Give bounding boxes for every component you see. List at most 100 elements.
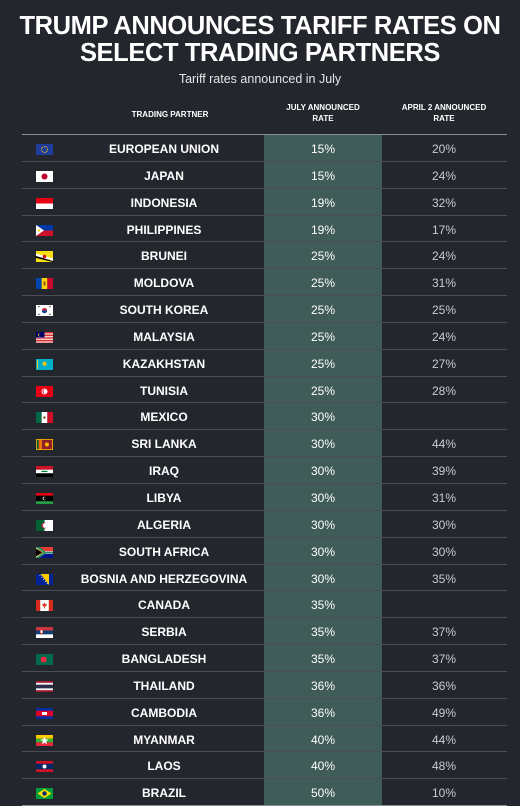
partner-name: SERBIA: [141, 625, 187, 640]
april-rate: 25%: [431, 303, 457, 318]
july-rate: 25%: [310, 249, 336, 264]
flag-th-icon: [36, 680, 53, 692]
july-rate: 40%: [310, 759, 336, 774]
table-row: MEXICO 30%: [22, 403, 507, 431]
partner-name: MOLDOVA: [133, 276, 195, 291]
partner-name: SOUTH KOREA: [119, 303, 209, 318]
partner-name: BRAZIL: [142, 786, 186, 801]
partner-name: SRI LANKA: [131, 437, 197, 452]
table-row: BANGLADESH 35% 37%: [22, 645, 507, 672]
partner-name: CANADA: [138, 598, 190, 613]
table-row: CAMBODIA 36% 49%: [22, 699, 507, 726]
table-row: LAOS 40% 48%: [22, 752, 507, 780]
july-rate: 36%: [310, 678, 336, 693]
header-april-line-2: RATE: [433, 114, 455, 123]
partner-name: EUROPEAN UNION: [108, 142, 219, 156]
flag-md-icon: [36, 278, 53, 290]
flag-kh-icon: [36, 707, 53, 719]
july-rate: 35%: [310, 652, 336, 667]
tariff-table: TRADING PARTNER JULY ANNOUNCED RATE APRI…: [22, 99, 507, 806]
header-july-line-1: JULY ANNOUNCED: [286, 103, 360, 112]
july-rate: 35%: [310, 598, 336, 613]
flag-my-icon: [36, 331, 53, 343]
flag-kz-icon: [36, 358, 53, 370]
partner-name: MEXICO: [140, 410, 188, 425]
table-row: LIBYA 30% 31%: [22, 484, 507, 511]
partner-name: TUNISIA: [140, 383, 188, 398]
flag-iq-icon: [36, 466, 53, 478]
april-rate: 48%: [431, 759, 457, 774]
table-row: SERBIA 35% 37%: [22, 618, 507, 646]
partner-name: CAMBODIA: [131, 705, 197, 720]
april-rate: 27%: [431, 356, 457, 371]
title-line-1: TRUMP ANNOUNCES TARIFF RATES ON: [19, 12, 501, 40]
partner-name: MALAYSIA: [133, 329, 195, 344]
table-row: CANADA 35%: [22, 591, 507, 619]
april-rate: 37%: [431, 652, 457, 667]
july-rate: 30%: [310, 571, 336, 586]
april-rate: 44%: [431, 732, 457, 747]
july-rate: 35%: [310, 625, 336, 640]
april-rate: 10%: [431, 786, 457, 801]
partner-name: BOSNIA AND HERZEGOVINA: [80, 571, 248, 586]
april-rate: 37%: [431, 625, 457, 640]
partner-name: PHILIPPINES: [126, 222, 202, 237]
table-row: EUROPEAN UNION 15% 20%: [22, 135, 507, 162]
july-rate: 30%: [310, 517, 336, 532]
flag-ca-icon: [36, 600, 53, 612]
flag-eu-icon: [36, 144, 53, 155]
partner-name: INDONESIA: [130, 195, 198, 210]
july-rate: 30%: [310, 490, 336, 505]
partner-name: BANGLADESH: [121, 652, 207, 667]
table-row: MYANMAR 40% 44%: [22, 726, 507, 753]
table-row: IRAQ 30% 39%: [22, 457, 507, 484]
table-header: TRADING PARTNER JULY ANNOUNCED RATE APRI…: [22, 99, 507, 134]
table-row: ALGERIA 30% 30%: [22, 511, 507, 538]
july-rate: 50%: [310, 786, 336, 801]
april-rate: 36%: [431, 678, 457, 693]
april-rate: 24%: [431, 249, 457, 264]
flag-dz-icon: [36, 519, 53, 531]
flag-ba-icon: [36, 573, 53, 585]
table-row: SOUTH KOREA 25% 25%: [22, 296, 507, 323]
table-row: BRUNEI 25% 24%: [22, 242, 507, 270]
table-row: BOSNIA AND HERZEGOVINA 30% 35%: [22, 565, 507, 592]
partner-name: IRAQ: [149, 464, 179, 479]
partner-name: ALGERIA: [137, 517, 191, 532]
july-rate: 30%: [310, 437, 336, 452]
april-rate: 35%: [431, 571, 457, 586]
partner-name: SOUTH AFRICA: [118, 544, 210, 559]
july-rate: 25%: [310, 383, 336, 398]
july-rate: 25%: [310, 356, 336, 371]
table-row: PHILIPPINES 19% 17%: [22, 216, 507, 243]
april-rate: 17%: [431, 222, 457, 237]
partner-name: THAILAND: [133, 678, 195, 693]
header-trading-partner: TRADING PARTNER: [131, 110, 209, 119]
partner-name: LAOS: [147, 759, 181, 774]
flag-ly-icon: [36, 492, 53, 504]
april-rate: 24%: [431, 329, 457, 344]
flag-lk-icon: [36, 439, 53, 451]
partner-name: KAZAKHSTAN: [122, 356, 206, 371]
table-row: SOUTH AFRICA 30% 30%: [22, 538, 507, 565]
flag-ph-icon: [36, 224, 53, 236]
flag-za-icon: [36, 546, 53, 558]
flag-bn-icon: [36, 251, 53, 263]
partner-name: MYANMAR: [133, 732, 195, 747]
chart-subtitle: Tariff rates announced in July: [178, 72, 342, 86]
april-rate: 30%: [431, 517, 457, 532]
flag-id-icon: [36, 197, 53, 209]
flag-mx-icon: [36, 412, 53, 424]
flag-rs-icon: [36, 627, 53, 639]
july-rate: 30%: [310, 544, 336, 559]
april-rate: 39%: [431, 464, 457, 479]
flag-br-icon: [36, 788, 53, 800]
table-row: BRAZIL 50% 10%: [22, 779, 507, 806]
table-row: INDONESIA 19% 32%: [22, 189, 507, 216]
april-rate: 31%: [431, 276, 457, 291]
july-rate: 40%: [310, 732, 336, 747]
table-row: MOLDOVA 25% 31%: [22, 269, 507, 297]
table-row: MALAYSIA 25% 24%: [22, 323, 507, 350]
header-july-rate: JULY ANNOUNCED RATE: [264, 102, 382, 124]
header-july-line-2: RATE: [312, 114, 334, 123]
